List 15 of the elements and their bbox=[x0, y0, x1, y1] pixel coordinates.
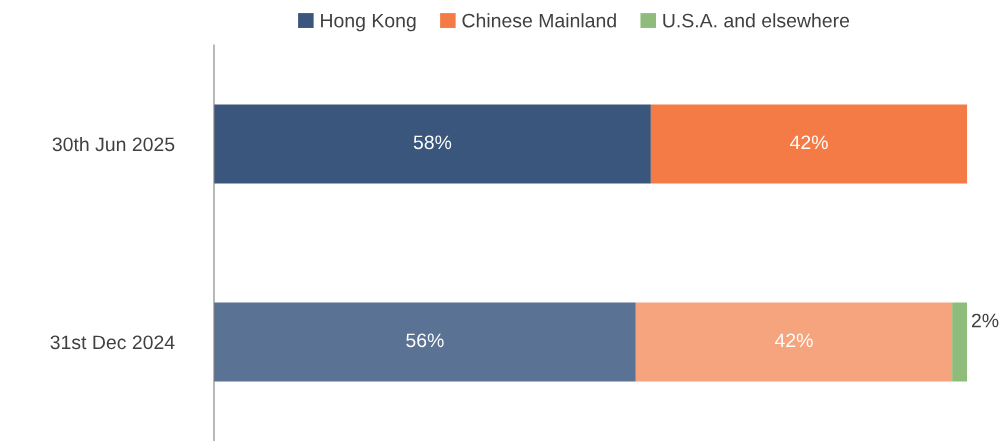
bar bbox=[213, 104, 651, 184]
data-label: 42% bbox=[774, 333, 813, 348]
bar bbox=[213, 302, 636, 382]
y-tick-label: 30th Jun 2025 bbox=[52, 136, 175, 152]
data-label: 2% bbox=[971, 313, 999, 328]
bar bbox=[635, 302, 953, 382]
y-tick-label: 31st Dec 2024 bbox=[50, 335, 175, 350]
legend-label: Chinese Mainland bbox=[462, 13, 616, 28]
data-label: 42% bbox=[790, 135, 828, 150]
data-label: 56% bbox=[406, 333, 444, 348]
bar bbox=[650, 104, 968, 184]
legend-label: Hong Kong bbox=[321, 13, 416, 32]
data-label: 58% bbox=[413, 135, 452, 150]
legend-label: U.S.A. and elsewhere bbox=[663, 13, 850, 28]
bar bbox=[952, 302, 968, 382]
